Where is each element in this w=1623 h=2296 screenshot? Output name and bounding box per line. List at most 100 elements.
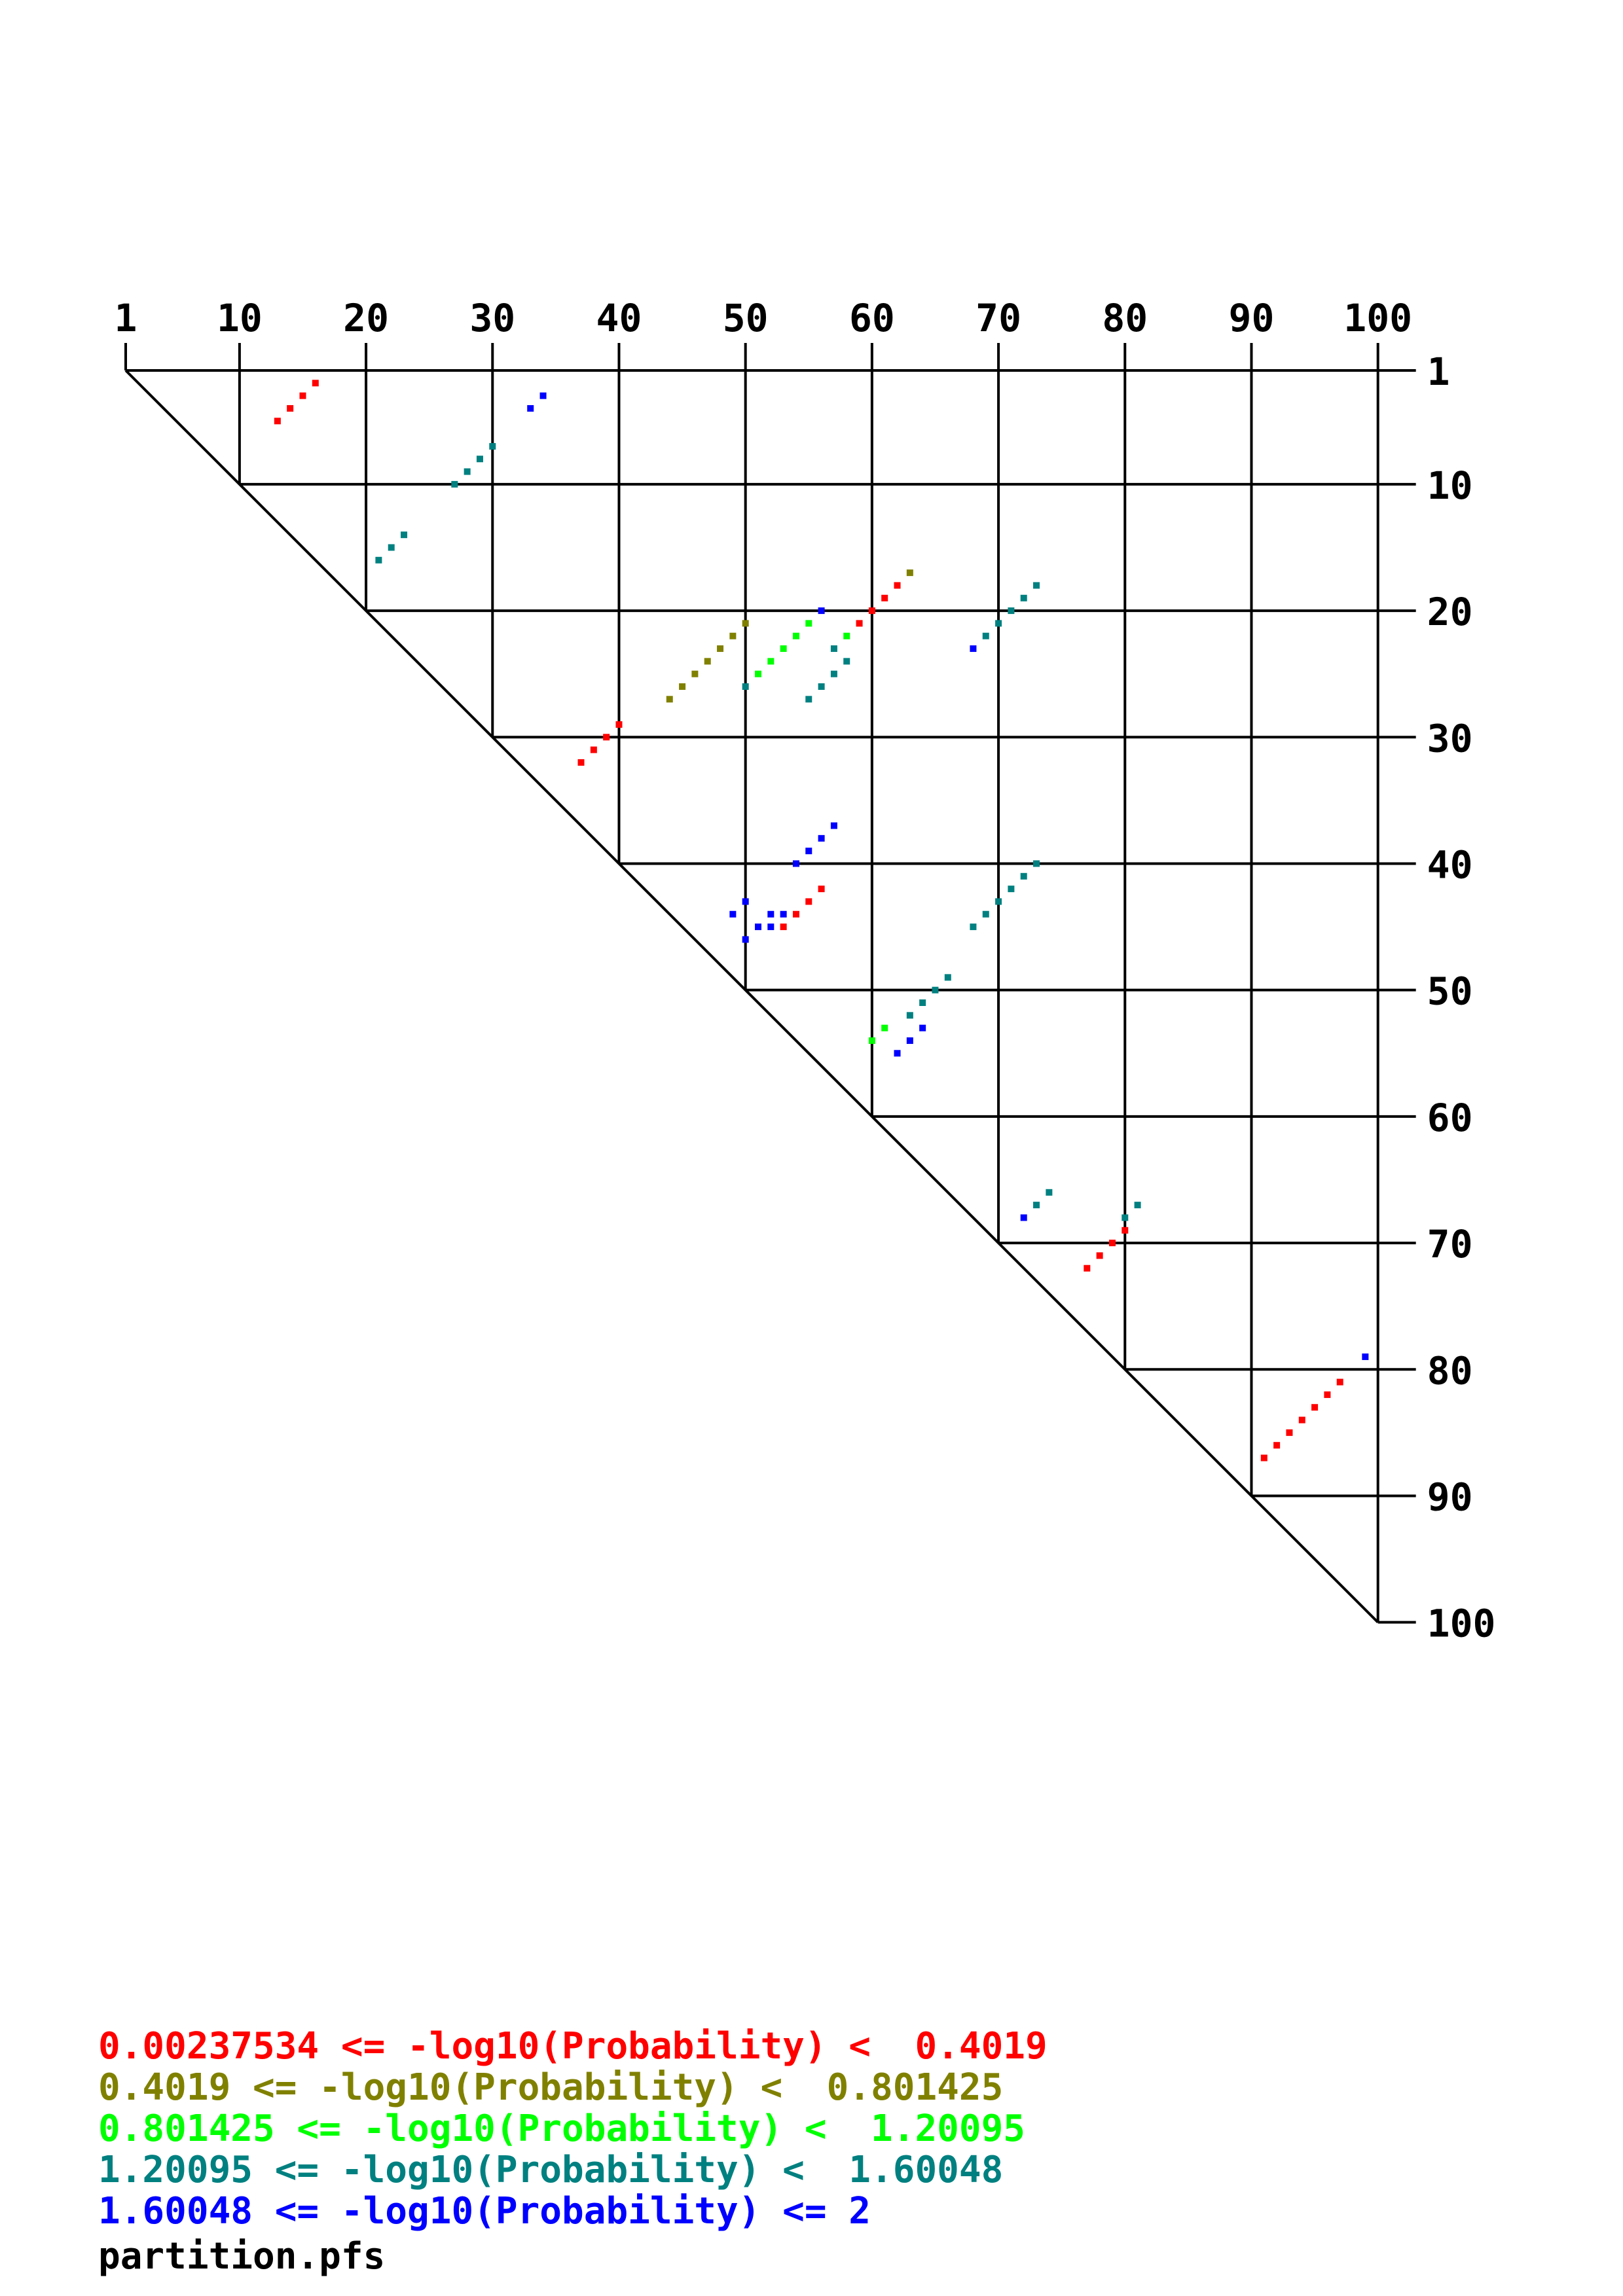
file-name-label: partition.pfs (98, 2235, 386, 2278)
pair-dot-3-34 (539, 392, 547, 399)
legend-entry-bin-5: 1.60048 <= -log10(Probability) <= 2 (98, 2190, 871, 2233)
pair-dot-42-71 (1008, 886, 1015, 893)
pair-dot-25-57 (830, 670, 837, 677)
pair-dot-68-72 (1020, 1214, 1027, 1221)
pair-dot-21-59 (856, 620, 863, 627)
pair-dot-31-38 (590, 746, 597, 753)
pair-dot-83-95 (1311, 1404, 1319, 1411)
pair-dot-39-55 (805, 848, 812, 855)
pair-dot-14-23 (401, 531, 408, 539)
pair-dot-86-92 (1273, 1442, 1281, 1449)
pair-dot-38-56 (818, 834, 825, 842)
pair-dot-32-37 (577, 759, 585, 766)
pair-dot-23-53 (780, 645, 787, 653)
pair-dot-29-40 (615, 721, 623, 728)
pair-dot-40-73 (1033, 860, 1040, 867)
pair-dot-20-56 (818, 607, 825, 615)
pair-dot-54-60 (868, 1037, 875, 1044)
pair-dot-43-50 (742, 898, 749, 905)
x-tick-label: 80 (1102, 296, 1148, 340)
pair-dot-19-61 (881, 594, 888, 601)
x-tick-label: 20 (343, 296, 389, 340)
pair-dot-26-45 (679, 683, 686, 690)
x-tick-label: 40 (596, 296, 642, 340)
y-tick-label: 80 (1427, 1348, 1473, 1393)
pair-dot-44-69 (982, 910, 989, 918)
pair-dot-49-66 (944, 974, 951, 981)
x-tick-label: 30 (469, 296, 515, 340)
pair-dot-84-94 (1298, 1416, 1305, 1424)
pair-dot-7-30 (489, 442, 496, 450)
pair-dot-18-62 (894, 582, 901, 589)
pair-dot-71-78 (1096, 1252, 1103, 1259)
pair-dot-72-77 (1084, 1265, 1091, 1272)
pair-dot-46-50 (742, 936, 749, 943)
pair-dot-21-50 (742, 620, 749, 627)
pair-dot-19-72 (1020, 594, 1027, 601)
pair-dot-23-48 (717, 645, 724, 653)
pair-dot-50-65 (932, 986, 939, 994)
probability-dots (274, 380, 1369, 1462)
x-tick-label: 60 (849, 296, 895, 340)
pair-dot-55-62 (894, 1050, 901, 1057)
x-tick-label: 10 (217, 296, 263, 340)
pair-dot-44-54 (792, 910, 799, 918)
pair-dot-45-53 (780, 924, 787, 931)
legend-entry-bin-1: 0.00237534 <= -log10(Probability) < 0.40… (98, 2025, 1048, 2068)
y-tick-label: 30 (1427, 716, 1473, 761)
pair-dot-70-79 (1108, 1240, 1116, 1247)
pair-dot-44-49 (729, 910, 737, 918)
pair-dot-51-64 (919, 999, 926, 1006)
pair-dot-25-46 (691, 670, 699, 677)
pair-dot-24-58 (843, 658, 850, 665)
legend-entry-bin-2: 0.4019 <= -log10(Probability) < 0.801425 (98, 2066, 1004, 2109)
tick-labels: 1 10 20 30 40 50 60 70 80 90 100110203040506070809… (115, 296, 1496, 1646)
pair-dot-43-55 (805, 898, 812, 905)
pair-dot-53-64 (919, 1024, 926, 1031)
pair-dot-15-22 (388, 544, 395, 551)
pair-dot-44-52 (767, 910, 775, 918)
diagonal-line (124, 369, 1379, 1624)
pair-dot-67-73 (1033, 1202, 1040, 1209)
pair-dot-18-73 (1033, 582, 1040, 589)
pair-dot-37-57 (830, 822, 837, 829)
pair-dot-40-54 (792, 860, 799, 867)
pair-dot-68-80 (1122, 1214, 1129, 1221)
pair-dot-53-61 (881, 1024, 888, 1031)
y-tick-label: 1 (1427, 350, 1450, 394)
pair-dot-17-63 (906, 569, 913, 577)
pair-dot-43-70 (995, 898, 1002, 905)
pair-dot-20-71 (1008, 607, 1015, 615)
pair-dot-79-99 (1362, 1353, 1369, 1360)
y-tick-label: 40 (1427, 842, 1473, 887)
pair-dot-10-27 (451, 480, 458, 488)
pair-dot-22-54 (792, 632, 799, 639)
pair-dot-9-28 (464, 468, 471, 475)
pair-dot-2-16 (312, 380, 319, 387)
pair-dot-82-96 (1324, 1391, 1331, 1398)
pair-dot-45-52 (767, 924, 775, 931)
legend-entry-bin-3: 0.801425 <= -log10(Probability) < 1.2009… (98, 2108, 1026, 2150)
pair-dot-67-81 (1134, 1202, 1141, 1209)
pair-dot-87-91 (1260, 1454, 1267, 1462)
pair-dot-27-55 (805, 696, 812, 703)
x-tick-label: 90 (1229, 296, 1275, 340)
pair-dot-5-13 (274, 418, 281, 425)
pair-dot-54-63 (906, 1037, 913, 1044)
pair-dot-85-93 (1286, 1429, 1293, 1436)
pair-dot-81-97 (1336, 1378, 1343, 1386)
pair-dot-42-56 (818, 886, 825, 893)
pair-dot-4-14 (287, 404, 294, 412)
x-tick-label: 1 (115, 296, 137, 340)
pair-dot-44-53 (780, 910, 787, 918)
legend-entry-bin-4: 1.20095 <= -log10(Probability) < 1.60048 (98, 2149, 1004, 2191)
pair-dot-20-60 (868, 607, 875, 615)
y-tick-label: 50 (1427, 969, 1473, 1014)
pair-dot-22-58 (843, 632, 850, 639)
x-tick-label: 70 (976, 296, 1021, 340)
pair-dot-4-33 (527, 404, 534, 412)
pair-dot-66-74 (1046, 1189, 1053, 1196)
pair-dot-27-44 (666, 696, 673, 703)
pair-dot-25-51 (755, 670, 761, 677)
x-tick-label: 100 (1343, 296, 1412, 340)
